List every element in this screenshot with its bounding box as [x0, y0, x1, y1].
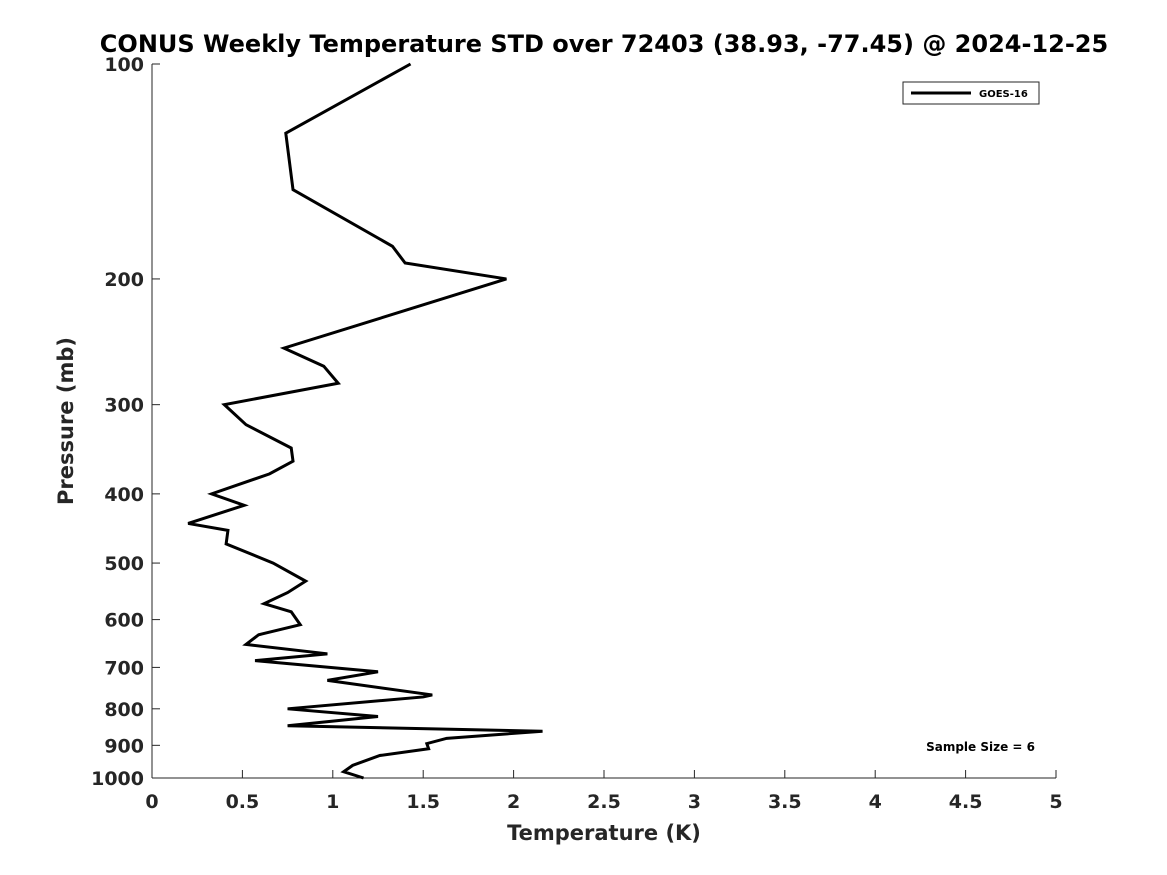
y-tick-label: 100 [104, 54, 144, 76]
x-tick-label: 2 [507, 791, 520, 813]
x-tick-label: 3.5 [768, 791, 802, 813]
sample-size-annotation: Sample Size = 6 [926, 740, 1035, 754]
x-ticks: 0 0.5 1 1.5 2 2.5 3 3.5 4 4.5 5 [145, 770, 1063, 813]
y-tick-label: 500 [104, 553, 144, 575]
y-tick-label: 900 [104, 735, 144, 757]
y-ticks: 100 200 300 400 500 600 700 800 900 1000 [91, 54, 160, 790]
x-axis-label: Temperature (K) [507, 821, 701, 845]
y-tick-label: 600 [104, 610, 144, 632]
x-tick-label: 5 [1049, 791, 1062, 813]
x-tick-label: 0.5 [226, 791, 260, 813]
y-tick-label: 1000 [91, 768, 144, 790]
y-tick-label: 800 [104, 699, 144, 721]
x-tick-label: 2.5 [587, 791, 621, 813]
legend: GOES-16 [902, 81, 1040, 105]
y-tick-label: 200 [104, 269, 144, 291]
plot-axes [151, 64, 1056, 779]
x-tick-label: 4 [869, 791, 882, 813]
x-tick-label: 3 [688, 791, 701, 813]
x-tick-label: 0 [145, 791, 158, 813]
x-tick-label: 1 [326, 791, 339, 813]
legend-entry-goes-16: GOES-16 [979, 89, 1028, 100]
y-axis-label: Pressure (mb) [54, 337, 78, 505]
y-tick-label: 700 [104, 657, 144, 679]
series-layer [187, 62, 543, 780]
x-tick-label: 1.5 [406, 791, 440, 813]
x-tick-label: 4.5 [949, 791, 983, 813]
y-tick-label: 300 [104, 395, 144, 417]
y-tick-label: 400 [104, 484, 144, 506]
series-line-goes-16 [187, 62, 543, 780]
chart-title: CONUS Weekly Temperature STD over 72403 … [100, 30, 1108, 58]
